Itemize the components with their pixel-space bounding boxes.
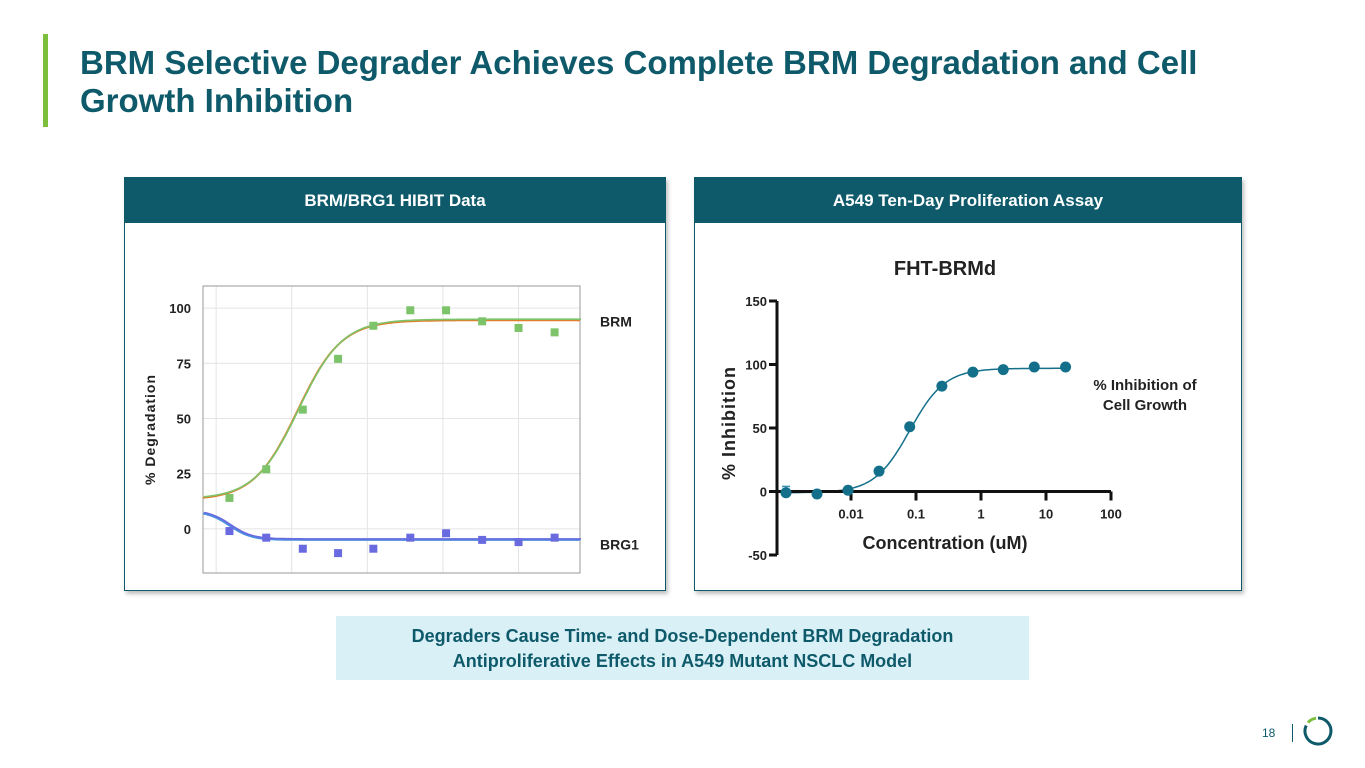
y-tick-label: 0 (184, 522, 191, 537)
x-axis-label: Concentration (uM) (863, 533, 1028, 553)
series-1-point (225, 527, 234, 536)
x-tick-label: 0.1 (358, 587, 376, 590)
y-tick-label: 100 (169, 301, 191, 316)
inhibition-point (1028, 361, 1040, 373)
brm-brg1-hibit-panel: BRM/BRG1 HIBIT Data 0 25 50 75 100 1E-3 0.01 0.… (124, 177, 666, 591)
series-0-point (262, 465, 271, 474)
x-tick-label: 0.1 (907, 507, 925, 522)
inhibition-point (967, 366, 979, 378)
series-1-fit-curve (202, 512, 580, 541)
series-1-point (478, 535, 487, 544)
series-0-point (369, 321, 378, 330)
caption-line-2: Antiproliferative Effects in A549 Mutant… (452, 651, 913, 671)
inhibition-point (904, 421, 916, 433)
series-legend-label: % Inhibition of Cell Growth (1093, 377, 1197, 414)
series-0-point (225, 493, 234, 502)
series-0-point (406, 306, 415, 315)
x-tick-label: 0.01 (838, 507, 863, 522)
series-1-point (262, 533, 271, 542)
y-tick-label: 75 (177, 356, 191, 371)
inhibition-point (1060, 361, 1072, 373)
chart-title: FHT-BRMd (894, 258, 996, 280)
y-tick-label: 50 (177, 411, 191, 426)
series-0-point (514, 323, 523, 332)
page-separator (1292, 724, 1293, 742)
degradation-plot-frame (202, 285, 581, 574)
series-1-point (369, 544, 378, 553)
y-axis-label: % Degradation (142, 374, 158, 485)
x-tick-label: 0.01 (279, 587, 304, 590)
key-takeaway-box: Degraders Cause Time- and Dose-Dependent… (336, 616, 1029, 680)
inhibition-chart: -50 0 50 100 150 0.01 0.1 1 10 100 Concentration (… (719, 258, 1198, 563)
a549-proliferation-panel: A549 Ten-Day Proliferation Assay -50 0 50 1… (694, 177, 1242, 591)
caption-line-1: Degraders Cause Time- and Dose-Dependent… (411, 626, 954, 646)
series-0-point (478, 317, 487, 326)
slide-title: BRM Selective Degrader Achieves Complete… (80, 44, 1198, 119)
series-1-point (334, 549, 343, 558)
x-tick-label: 1 (977, 507, 984, 522)
series-1-point (298, 544, 307, 553)
inhibition-point (873, 465, 885, 477)
series-0-point (298, 405, 307, 414)
y-tick-label: 25 (177, 467, 191, 482)
company-logo-icon (1303, 716, 1333, 746)
series-1-point (550, 533, 559, 542)
series-0-point (334, 354, 343, 363)
y-tick-label: 100 (745, 358, 767, 373)
series-label-brg1: BRG1 (600, 536, 639, 552)
left-panel-header: BRM/BRG1 HIBIT Data (125, 178, 665, 223)
inhibition-point (842, 484, 854, 496)
right-panel-header: A549 Ten-Day Proliferation Assay (695, 178, 1241, 223)
inhibition-point (936, 380, 948, 392)
series-0-point (550, 328, 559, 337)
y-tick-label: -50 (748, 548, 767, 563)
series-label-brm: BRM (600, 313, 632, 329)
title-accent-bar (43, 34, 48, 127)
inhibition-point (811, 488, 823, 500)
series-1-point (442, 529, 451, 538)
x-tick-label: 1 (439, 587, 446, 590)
series-0-fit-curve-overlay (203, 318, 581, 498)
series-1-point (406, 533, 415, 542)
y-tick-label: 150 (745, 294, 767, 309)
x-tick-label: 100 (1100, 507, 1122, 522)
page-number: 18 (1262, 726, 1276, 740)
degradation-chart: 02550751001E-30.010.1110Concentration (u… (142, 285, 639, 590)
x-tick-label: 1E-3 (202, 587, 229, 590)
x-tick-label: 10 (1039, 507, 1053, 522)
series-1-fit-curve-overlay (203, 511, 581, 540)
series-0-point (442, 306, 451, 315)
y-axis-label: % Inhibition (719, 366, 739, 480)
inhibition-point (780, 487, 792, 499)
series-0-fit-curve (202, 319, 580, 499)
inhibition-fit-curve (785, 367, 1066, 494)
x-tick-label: 10 (511, 587, 525, 590)
series-1-point (514, 538, 523, 547)
inhibition-point (997, 364, 1009, 376)
y-tick-label: 50 (753, 421, 767, 436)
y-tick-label: 0 (760, 485, 767, 500)
